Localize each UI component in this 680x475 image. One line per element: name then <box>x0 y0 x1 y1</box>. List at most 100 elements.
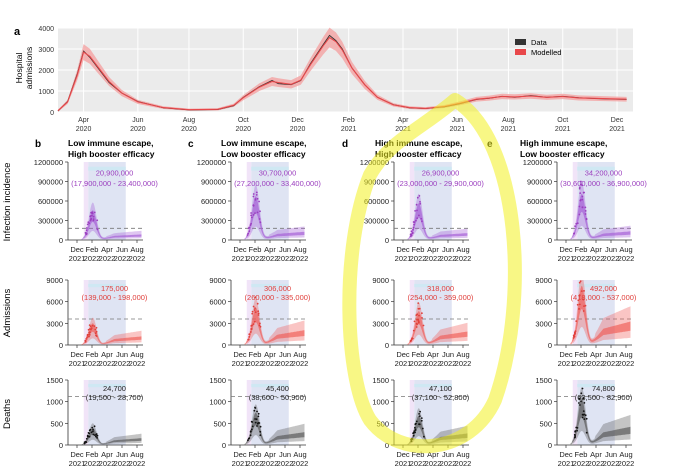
observed-point <box>415 219 417 222</box>
xtick-month: Jun <box>279 450 291 459</box>
observed-point <box>418 214 420 217</box>
panel-a-xtick-year: 2020 <box>235 126 251 133</box>
observed-point <box>92 428 94 431</box>
panel-a-modelled-line <box>57 36 627 112</box>
scenario-panel: 0300060009000Dec2021Feb2022Apr2022Jun202… <box>372 276 474 368</box>
xtick-year: 2021 <box>69 359 86 368</box>
total-value: 26,900,000 <box>422 168 460 177</box>
observed-point <box>90 218 92 221</box>
total-value: 34,200,000 <box>585 168 623 177</box>
xtick-year: 2022 <box>114 459 131 468</box>
observed-point <box>417 307 420 310</box>
ytick-label: 0 <box>548 236 552 245</box>
xtick-year: 2022 <box>588 254 605 263</box>
observed-point <box>257 312 260 315</box>
observed-point <box>88 435 91 438</box>
observed-point <box>255 418 258 421</box>
observed-point <box>573 232 575 235</box>
panel-a-xtick-year: 2021 <box>341 126 357 133</box>
total-value: 30,700,000 <box>259 168 297 177</box>
total-value: 74,800 <box>592 384 615 393</box>
observed-point <box>92 218 95 221</box>
observed-point <box>253 309 256 311</box>
shaded-period-pre <box>572 162 578 240</box>
observed-point <box>578 308 580 310</box>
observed-point <box>579 192 582 195</box>
xtick-year: 2022 <box>129 359 146 368</box>
xtick-year: 2022 <box>425 459 442 468</box>
observed-point <box>421 220 423 223</box>
scenario-panel: 050010001500Dec2021Feb2022Apr2022Jun2022… <box>535 376 634 468</box>
observed-point <box>417 320 420 322</box>
observed-point <box>252 193 255 195</box>
total-value: 175,000 <box>101 284 128 293</box>
xtick-year: 2022 <box>247 359 264 368</box>
observed-point <box>248 336 251 338</box>
uncertainty-band-inner <box>81 210 142 240</box>
observed-point <box>421 317 423 319</box>
ytick-label: 500 <box>213 419 226 428</box>
legend-data-swatch <box>515 39 526 45</box>
observed-point <box>249 331 252 333</box>
observed-point <box>415 420 418 423</box>
panel-d-letter: d <box>342 139 348 150</box>
xtick-year: 2022 <box>84 359 101 368</box>
scenario-panel: 03000006000009000001200000Dec2021Feb2022… <box>197 158 322 263</box>
total-ci: (418,000 - 537,000) <box>571 293 637 302</box>
observed-point <box>417 318 420 321</box>
ytick-label: 1500 <box>209 376 226 385</box>
shaded-period-pre <box>246 380 252 445</box>
ytick-label: 0 <box>548 441 552 450</box>
observed-point <box>576 222 579 225</box>
observed-point <box>574 332 576 334</box>
observed-point <box>578 397 581 400</box>
observed-point <box>581 416 584 419</box>
observed-point <box>419 410 421 413</box>
observed-point <box>253 409 256 412</box>
observed-point <box>259 325 262 328</box>
observed-point <box>87 432 90 434</box>
xtick-month: Apr <box>101 350 113 359</box>
panel-a-xtick-year: 2020 <box>76 126 92 133</box>
xtick-month: Apr <box>590 245 602 254</box>
observed-point <box>86 223 89 226</box>
xtick-month: Apr <box>427 245 439 254</box>
xtick-year: 2021 <box>558 254 575 263</box>
observed-point <box>411 232 414 235</box>
ytick-label: 1500 <box>535 376 552 385</box>
ytick-label: 1200000 <box>34 158 63 167</box>
ytick-label: 0 <box>548 341 552 350</box>
observed-point <box>585 417 588 420</box>
observed-point <box>585 217 588 220</box>
observed-point <box>576 303 579 306</box>
xtick-year: 2022 <box>603 254 620 263</box>
observed-point <box>417 321 420 324</box>
xtick-year: 2022 <box>573 254 590 263</box>
observed-point <box>93 425 96 428</box>
observed-point <box>95 433 98 436</box>
observed-point <box>572 334 575 337</box>
xtick-year: 2022 <box>440 459 457 468</box>
total-ci: (19,500 - 28,700) <box>86 393 144 402</box>
xtick-month: Aug <box>130 245 143 254</box>
ytick-label: 9000 <box>372 276 389 285</box>
shaded-period-band <box>88 166 126 171</box>
xtick-month: Aug <box>130 450 143 459</box>
xtick-month: Aug <box>456 450 469 459</box>
panel-c-title-line1: Low immune escape, <box>221 138 307 148</box>
observed-point <box>580 290 583 292</box>
observed-point <box>254 198 257 200</box>
uncertainty-band-outer <box>570 181 631 240</box>
xtick-month: Apr <box>264 245 276 254</box>
ytick-label: 300000 <box>364 217 389 226</box>
observed-point <box>248 437 251 439</box>
observed-point <box>250 328 253 330</box>
xtick-year: 2021 <box>232 254 249 263</box>
observed-point <box>581 387 584 390</box>
xtick-month: Aug <box>619 350 632 359</box>
total-value: 306,000 <box>264 284 291 293</box>
observed-point <box>578 303 581 306</box>
ytick-label: 900000 <box>527 178 552 187</box>
observed-point <box>255 194 258 196</box>
xtick-year: 2022 <box>425 254 442 263</box>
